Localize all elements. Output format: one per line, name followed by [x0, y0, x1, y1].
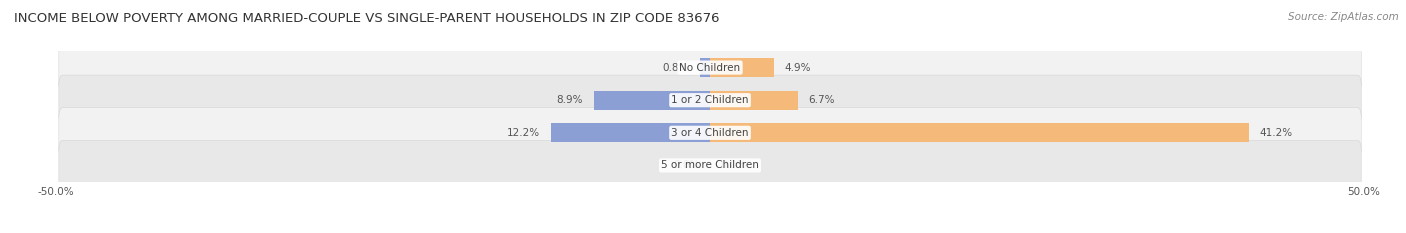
Text: 1 or 2 Children: 1 or 2 Children: [671, 95, 749, 105]
Text: Source: ZipAtlas.com: Source: ZipAtlas.com: [1288, 12, 1399, 22]
Bar: [700, 58, 710, 77]
Text: 3 or 4 Children: 3 or 4 Children: [671, 128, 749, 138]
FancyBboxPatch shape: [59, 75, 1361, 125]
Text: 0.8%: 0.8%: [662, 63, 689, 72]
FancyBboxPatch shape: [59, 42, 1361, 93]
FancyBboxPatch shape: [59, 108, 1361, 158]
Text: INCOME BELOW POVERTY AMONG MARRIED-COUPLE VS SINGLE-PARENT HOUSEHOLDS IN ZIP COD: INCOME BELOW POVERTY AMONG MARRIED-COUPL…: [14, 12, 720, 25]
Text: 0.0%: 0.0%: [720, 161, 747, 170]
Bar: [710, 123, 1249, 142]
Text: 41.2%: 41.2%: [1260, 128, 1292, 138]
Text: 4.9%: 4.9%: [785, 63, 811, 72]
Text: 12.2%: 12.2%: [508, 128, 540, 138]
Text: 0.0%: 0.0%: [673, 161, 700, 170]
Legend: Married Couples, Single Parents: Married Couples, Single Parents: [605, 230, 815, 233]
Bar: [551, 123, 710, 142]
Bar: [593, 91, 710, 110]
Bar: [710, 91, 797, 110]
Text: 8.9%: 8.9%: [557, 95, 583, 105]
Bar: [710, 58, 775, 77]
FancyBboxPatch shape: [59, 140, 1361, 191]
Text: 6.7%: 6.7%: [808, 95, 835, 105]
Text: No Children: No Children: [679, 63, 741, 72]
Text: 5 or more Children: 5 or more Children: [661, 161, 759, 170]
